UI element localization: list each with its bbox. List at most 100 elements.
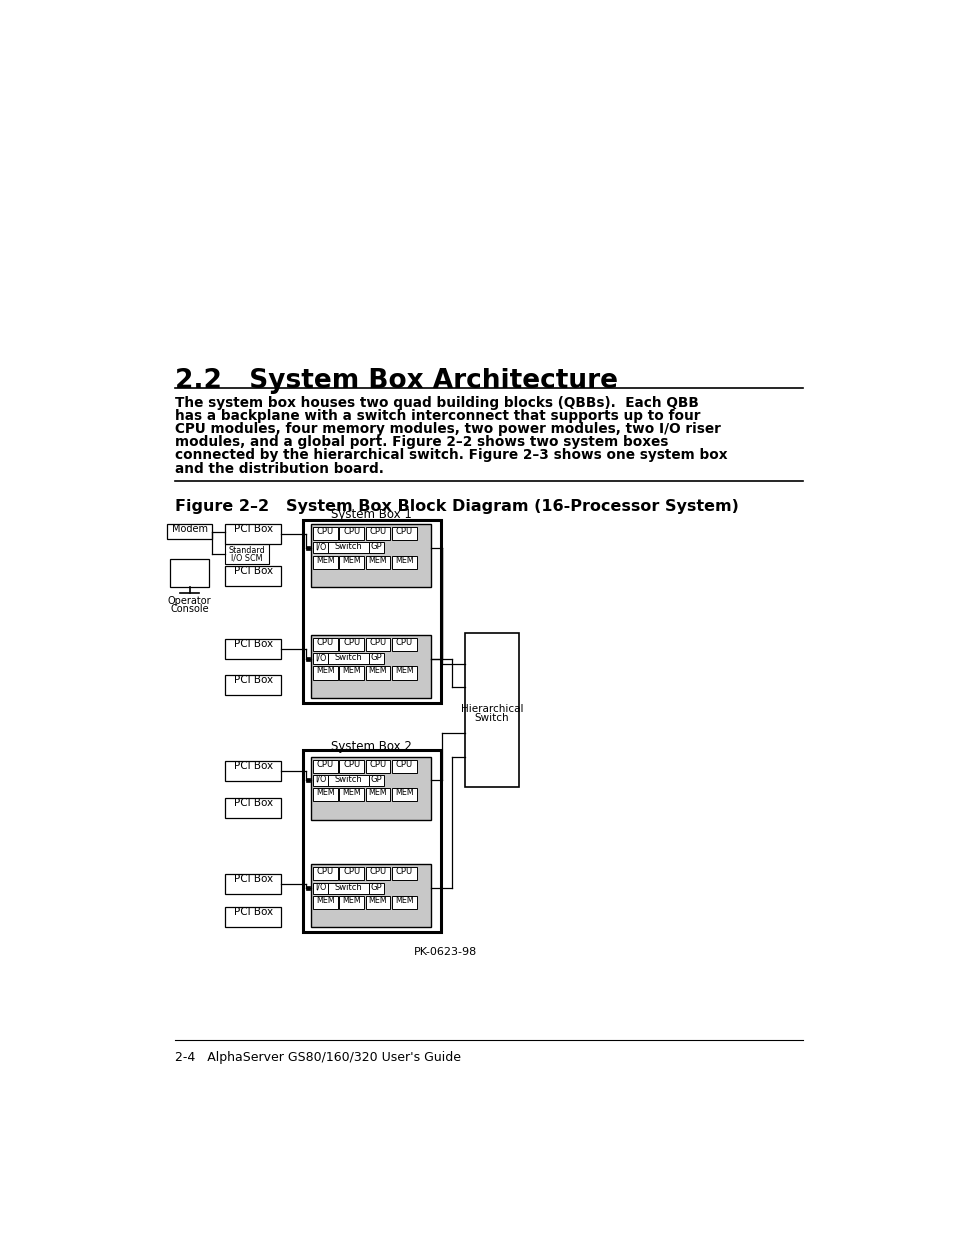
Text: CPU: CPU [369, 760, 386, 768]
Bar [339, 867, 364, 881]
Bar [392, 667, 416, 679]
Bar [313, 867, 337, 881]
Text: MEM: MEM [369, 788, 387, 797]
Text: MEM: MEM [315, 556, 335, 564]
Text: MEM: MEM [315, 895, 335, 905]
Bar [392, 760, 416, 773]
Text: CPU: CPU [343, 867, 360, 877]
Bar [328, 653, 369, 664]
Bar [311, 864, 431, 927]
Text: GP: GP [371, 776, 382, 784]
Bar [313, 653, 328, 664]
Text: I/O: I/O [314, 776, 326, 784]
Bar [225, 640, 281, 659]
Bar [392, 638, 416, 651]
Text: MEM: MEM [395, 556, 414, 564]
Text: MEM: MEM [315, 667, 335, 676]
Bar [365, 895, 390, 909]
Bar [306, 657, 310, 661]
Text: PCI Box: PCI Box [233, 674, 273, 685]
Text: Operator: Operator [168, 597, 212, 606]
Text: Console: Console [171, 604, 209, 614]
Bar [225, 798, 281, 818]
Text: Figure 2–2   System Box Block Diagram (16-Processor System): Figure 2–2 System Box Block Diagram (16-… [174, 499, 739, 514]
Bar [225, 674, 281, 695]
Text: MEM: MEM [395, 788, 414, 797]
Text: I/O: I/O [314, 883, 326, 892]
Bar [311, 635, 431, 698]
Bar [392, 556, 416, 568]
Text: Modem: Modem [172, 524, 208, 534]
Bar [365, 760, 390, 773]
Text: and the distribution board.: and the distribution board. [174, 462, 383, 475]
Text: connected by the hierarchical switch. Figure 2–3 shows one system box: connected by the hierarchical switch. Fi… [174, 448, 727, 462]
Bar [225, 761, 281, 782]
Bar [365, 556, 390, 568]
Text: I/O: I/O [314, 653, 326, 662]
Bar [225, 908, 281, 927]
Text: CPU: CPU [395, 638, 413, 647]
Bar [339, 760, 364, 773]
Text: PCI Box: PCI Box [233, 524, 273, 534]
Bar [313, 556, 337, 568]
Text: MEM: MEM [342, 556, 361, 564]
Bar [339, 895, 364, 909]
Text: MEM: MEM [315, 788, 335, 797]
Bar [328, 542, 369, 553]
Bar [313, 895, 337, 909]
Text: The system box houses two quad building blocks (QBBs).  Each QBB: The system box houses two quad building … [174, 396, 699, 410]
Bar [339, 667, 364, 679]
Bar [225, 566, 281, 585]
Text: PCI Box: PCI Box [233, 908, 273, 918]
Text: CPU: CPU [343, 527, 360, 536]
Text: PCI Box: PCI Box [233, 566, 273, 576]
Text: CPU: CPU [343, 760, 360, 768]
Bar [339, 556, 364, 568]
Text: CPU: CPU [343, 638, 360, 647]
Text: Switch: Switch [335, 776, 362, 784]
Bar [365, 667, 390, 679]
Text: CPU: CPU [369, 867, 386, 877]
Bar [369, 883, 384, 894]
Bar [365, 788, 390, 802]
Bar [339, 788, 364, 802]
Bar [311, 757, 431, 820]
Text: MEM: MEM [342, 788, 361, 797]
Text: I/O SCM: I/O SCM [232, 553, 263, 562]
Text: Switch: Switch [335, 653, 362, 662]
Bar [369, 653, 384, 664]
Text: System Box 1: System Box 1 [331, 508, 412, 521]
Bar [313, 638, 337, 651]
Text: CPU: CPU [316, 638, 334, 647]
Bar [392, 867, 416, 881]
Bar [339, 527, 364, 540]
Text: CPU: CPU [369, 527, 386, 536]
Text: 2-4   AlphaServer GS80/160/320 User's Guide: 2-4 AlphaServer GS80/160/320 User's Guid… [174, 1051, 460, 1063]
Text: PK-0623-98: PK-0623-98 [414, 947, 476, 957]
Bar [303, 520, 440, 703]
Text: MEM: MEM [369, 556, 387, 564]
Bar [313, 760, 337, 773]
Text: MEM: MEM [342, 667, 361, 676]
Text: CPU: CPU [316, 760, 334, 768]
Text: has a backplane with a switch interconnect that supports up to four: has a backplane with a switch interconne… [174, 409, 700, 424]
Text: MEM: MEM [342, 895, 361, 905]
Bar [313, 527, 337, 540]
Text: PCI Box: PCI Box [233, 798, 273, 808]
Bar [303, 751, 440, 932]
Bar [306, 887, 310, 890]
Bar [392, 895, 416, 909]
Text: CPU: CPU [395, 760, 413, 768]
Text: PCI Box: PCI Box [233, 873, 273, 883]
Text: MEM: MEM [369, 895, 387, 905]
Bar [328, 883, 369, 894]
Bar [313, 542, 328, 553]
Bar [365, 867, 390, 881]
Bar [392, 527, 416, 540]
Bar [225, 524, 281, 543]
Text: I/O: I/O [314, 542, 326, 552]
Bar [365, 527, 390, 540]
Bar [225, 873, 281, 894]
Bar [313, 788, 337, 802]
Text: CPU: CPU [369, 638, 386, 647]
